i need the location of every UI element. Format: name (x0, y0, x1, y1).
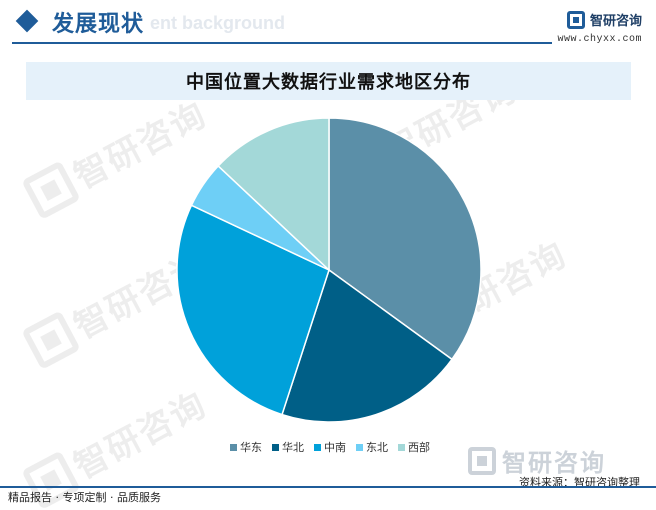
legend-swatch (272, 443, 279, 451)
legend-swatch (398, 443, 405, 451)
chart-legend: 华东 华北 中南 东北 西部 (230, 439, 430, 455)
page-header: ent background 发展现状 (0, 0, 656, 46)
legend-swatch (314, 443, 321, 451)
footer-divider (0, 486, 656, 488)
legend-label: 中南 (324, 441, 346, 454)
data-source: 资料来源：智研咨询整理 (519, 476, 640, 489)
pie-slice-中南 (176, 204, 330, 416)
legend-swatch (230, 443, 237, 451)
brand-url: www.chyxx.com (557, 34, 642, 45)
legend-item: 西部 (398, 439, 430, 455)
source-logo-text: 智研咨询 (502, 449, 606, 477)
legend-label: 华东 (240, 441, 262, 454)
legend-item: 中南 (314, 439, 346, 455)
legend-item: 华东 (230, 439, 262, 455)
legend-label: 西部 (408, 441, 430, 454)
chart-title: 中国位置大数据行业需求地区分布 (186, 72, 471, 93)
source-logo: 智研咨询 (468, 443, 606, 478)
legend-item: 东北 (356, 439, 388, 455)
pie-slice-西部 (217, 117, 330, 272)
legend-swatch (356, 443, 363, 451)
source-logo-icon (468, 446, 496, 475)
header-background-text: ent background (150, 13, 286, 33)
chart-title-band: 中国位置大数据行业需求地区分布 (26, 62, 631, 100)
footer-tagline: 精品报告 · 专项定制 · 品质服务 (8, 491, 161, 504)
legend-label: 东北 (366, 441, 388, 454)
brand: 智研咨询 (566, 10, 642, 29)
pie-slice-华北 (281, 268, 454, 423)
legend-label: 华北 (282, 441, 304, 454)
page-title: 发展现状 (52, 12, 145, 37)
legend-item: 华北 (272, 439, 304, 455)
brand-logo-icon (566, 10, 585, 29)
header-divider (12, 42, 552, 44)
brand-name: 智研咨询 (589, 14, 642, 29)
pie-slice-华东 (328, 117, 482, 361)
